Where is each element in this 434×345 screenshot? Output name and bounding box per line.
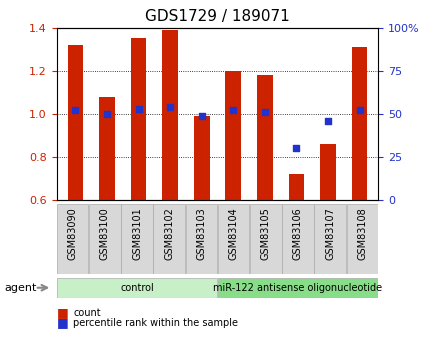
Text: percentile rank within the sample: percentile rank within the sample: [73, 318, 237, 327]
Bar: [256, 75, 272, 200]
FancyBboxPatch shape: [314, 204, 345, 274]
Bar: [67, 45, 83, 200]
FancyBboxPatch shape: [153, 204, 184, 274]
FancyBboxPatch shape: [121, 204, 152, 274]
Text: GSM83105: GSM83105: [260, 207, 270, 260]
Point: [135, 106, 142, 111]
FancyBboxPatch shape: [89, 204, 120, 274]
Bar: [99, 97, 115, 200]
Point: [166, 104, 173, 110]
Text: GSM83101: GSM83101: [132, 207, 141, 260]
Bar: [351, 47, 367, 200]
FancyBboxPatch shape: [217, 278, 377, 298]
Bar: [225, 71, 240, 200]
Text: GSM83104: GSM83104: [228, 207, 238, 260]
Point: [324, 118, 331, 124]
FancyBboxPatch shape: [346, 204, 377, 274]
Point: [261, 109, 268, 115]
Text: ■: ■: [56, 316, 68, 329]
Bar: [288, 174, 304, 200]
Point: [355, 108, 362, 113]
Text: GSM83102: GSM83102: [164, 207, 174, 260]
Bar: [162, 30, 178, 200]
Text: GSM83108: GSM83108: [357, 207, 366, 260]
Text: GSM83107: GSM83107: [325, 207, 334, 260]
FancyBboxPatch shape: [282, 204, 313, 274]
Point: [198, 113, 205, 118]
Text: GSM83103: GSM83103: [196, 207, 206, 260]
Text: GSM83100: GSM83100: [100, 207, 109, 260]
Text: control: control: [120, 283, 154, 293]
Text: count: count: [73, 308, 101, 318]
FancyBboxPatch shape: [57, 278, 217, 298]
Bar: [194, 116, 209, 200]
Point: [72, 108, 79, 113]
Text: GSM83090: GSM83090: [68, 207, 77, 260]
Text: ■: ■: [56, 306, 68, 319]
Bar: [319, 144, 335, 200]
FancyBboxPatch shape: [250, 204, 281, 274]
Text: GSM83106: GSM83106: [293, 207, 302, 260]
Bar: [130, 38, 146, 200]
Point: [292, 146, 299, 151]
Text: miR-122 antisense oligonucleotide: miR-122 antisense oligonucleotide: [213, 283, 381, 293]
Title: GDS1729 / 189071: GDS1729 / 189071: [145, 9, 289, 24]
FancyBboxPatch shape: [217, 204, 249, 274]
Point: [229, 108, 236, 113]
FancyBboxPatch shape: [185, 204, 217, 274]
Text: agent: agent: [4, 283, 36, 293]
FancyBboxPatch shape: [57, 204, 88, 274]
Point: [103, 111, 110, 117]
